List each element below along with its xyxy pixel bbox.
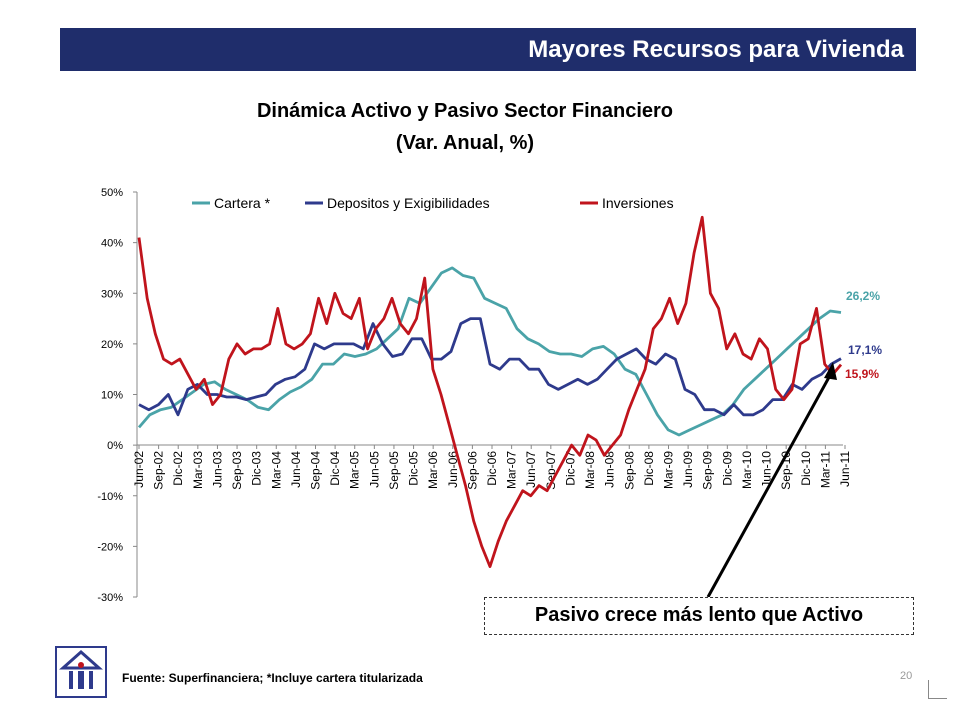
corner-decoration bbox=[928, 680, 947, 699]
series-line-1 bbox=[138, 317, 842, 417]
x-tick-label: Mar-06 bbox=[426, 451, 440, 489]
chart-subtitle: (Var. Anual, %) bbox=[395, 132, 535, 154]
legend-entry: Inversiones bbox=[602, 195, 674, 211]
x-tick-label: Jun-03 bbox=[210, 451, 224, 488]
x-tick-label: Sep-04 bbox=[309, 451, 323, 490]
x-tick-label: Sep-05 bbox=[387, 451, 401, 490]
y-tick-label: 0% bbox=[107, 440, 123, 452]
series-line-2 bbox=[137, 215, 843, 568]
series-end-label: 17,1% bbox=[848, 343, 882, 357]
x-tick-label: Dic-04 bbox=[328, 451, 342, 486]
x-tick-label: Sep-02 bbox=[152, 451, 166, 490]
x-tick-label: Jun-08 bbox=[603, 451, 617, 488]
page-number: 20 bbox=[900, 670, 913, 682]
x-tick-label: Mar-10 bbox=[740, 451, 754, 489]
x-tick-label: Jun-09 bbox=[681, 451, 695, 488]
callout-arrow-line bbox=[706, 369, 835, 598]
y-tick-label: 30% bbox=[101, 288, 123, 300]
x-tick-label: Dic-10 bbox=[799, 451, 813, 486]
x-tick-label: Dic-08 bbox=[642, 451, 656, 486]
x-tick-label: Dic-05 bbox=[407, 451, 421, 486]
series-end-label: 15,9% bbox=[845, 367, 879, 381]
x-tick-label: Dic-07 bbox=[563, 451, 577, 486]
x-tick-label: Sep-08 bbox=[622, 451, 636, 490]
y-tick-label: -20% bbox=[97, 541, 123, 553]
x-tick-label: Jun-11 bbox=[838, 451, 852, 487]
y-tick-label: 10% bbox=[101, 390, 123, 402]
x-tick-label: Mar-04 bbox=[269, 451, 283, 489]
x-tick-label: Sep-06 bbox=[465, 451, 479, 490]
y-tick-label: -10% bbox=[97, 491, 123, 503]
y-tick-label: 50% bbox=[101, 187, 123, 199]
x-tick-label: Mar-09 bbox=[662, 451, 676, 489]
x-tick-label: Dic-03 bbox=[250, 451, 264, 486]
y-tick-label: 20% bbox=[101, 339, 123, 351]
superfinanciera-logo-icon bbox=[55, 646, 107, 698]
x-tick-label: Jun-07 bbox=[524, 451, 538, 488]
x-tick-label: Dic-06 bbox=[485, 451, 499, 486]
x-tick-label: Sep-03 bbox=[230, 451, 244, 490]
source-note: Fuente: Superfinanciera; *Incluye carter… bbox=[122, 671, 423, 685]
x-tick-label: Dic-02 bbox=[171, 451, 185, 486]
header-title: Mayores Recursos para Vivienda bbox=[60, 28, 916, 71]
x-tick-label: Mar-08 bbox=[583, 451, 597, 489]
x-tick-label: Jun-10 bbox=[760, 451, 774, 488]
chart-title: Dinámica Activo y Pasivo Sector Financie… bbox=[256, 100, 674, 122]
x-tick-label: Mar-03 bbox=[191, 451, 205, 489]
x-tick-label: Mar-07 bbox=[505, 451, 519, 489]
x-tick-label: Jun-04 bbox=[289, 451, 303, 488]
x-tick-label: Jun-02 bbox=[132, 451, 146, 488]
callout-box: Pasivo crece más lento que Activo bbox=[484, 597, 914, 635]
x-tick-label: Mar-05 bbox=[348, 451, 362, 489]
legend-entry: Depositos y Exigibilidades bbox=[327, 195, 490, 211]
series-end-label: 26,2% bbox=[846, 289, 880, 303]
y-tick-label: -30% bbox=[97, 592, 123, 604]
callout-arrow-head bbox=[824, 362, 837, 380]
x-tick-label: Jun-05 bbox=[367, 451, 381, 488]
legend-entry: Cartera * bbox=[214, 195, 271, 211]
y-tick-label: 40% bbox=[101, 238, 123, 250]
x-tick-label: Mar-11 bbox=[818, 451, 832, 488]
x-tick-label: Dic-09 bbox=[720, 451, 734, 486]
x-tick-label: Sep-09 bbox=[701, 451, 715, 490]
x-tick-label: Jun-06 bbox=[446, 451, 460, 488]
